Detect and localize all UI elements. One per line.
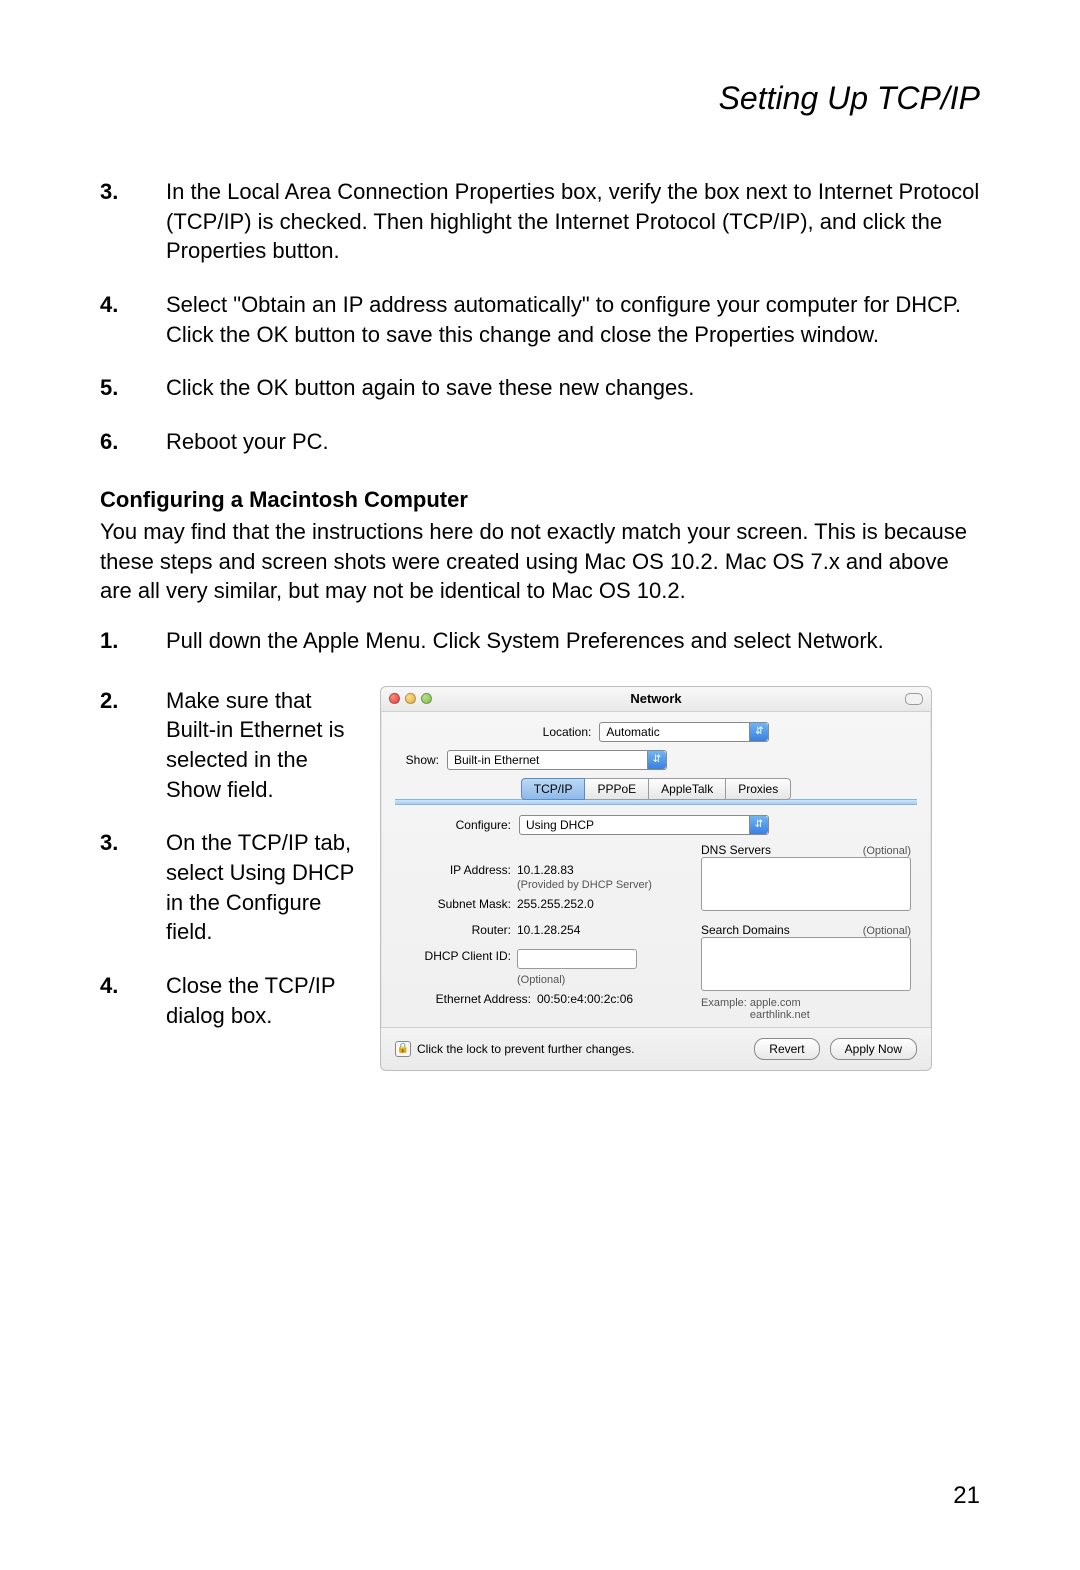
- location-label: Location:: [543, 725, 592, 739]
- location-select[interactable]: Automatic ⇵: [599, 722, 769, 742]
- example-value-2: earthlink.net: [750, 1009, 810, 1021]
- step-item: 4.Close the TCP/IP dialog box.: [100, 971, 360, 1030]
- window-footer: 🔒 Click the lock to prevent further chan…: [381, 1027, 931, 1070]
- close-icon[interactable]: [389, 693, 400, 704]
- dropdown-arrows-icon: ⇵: [647, 751, 666, 769]
- page-title: Setting Up TCP/IP: [100, 80, 980, 117]
- minimize-icon[interactable]: [405, 693, 416, 704]
- network-window: Network Location: Automatic ⇵ Show:: [380, 686, 932, 1071]
- step-text: Select "Obtain an IP address automatical…: [166, 290, 980, 349]
- config-right: DNS Servers (Optional) Search Domains (O…: [701, 843, 911, 1021]
- apply-now-button[interactable]: Apply Now: [830, 1038, 917, 1060]
- step-text: In the Local Area Connection Properties …: [166, 177, 980, 266]
- show-label: Show:: [395, 753, 439, 767]
- step-item: 2.Make sure that Built-in Ethernet is se…: [100, 686, 360, 805]
- subnet-value: 255.255.252.0: [517, 897, 691, 911]
- router-label: Router:: [401, 923, 511, 937]
- configure-label: Configure:: [401, 818, 511, 832]
- config-left: IP Address: 10.1.28.83 (Provided by DHCP …: [401, 843, 701, 1021]
- step-item: 6.Reboot your PC.: [100, 427, 980, 457]
- step-number: 4.: [100, 290, 166, 349]
- ip-note: (Provided by DHCP Server): [517, 879, 691, 891]
- dropdown-arrows-icon: ⇵: [749, 816, 768, 834]
- page: Setting Up TCP/IP 3.In the Local Area Co…: [0, 0, 1080, 1570]
- step-number: 3.: [100, 828, 166, 947]
- ip-value: 10.1.28.83: [517, 863, 691, 877]
- example-label: Example:: [701, 997, 747, 1009]
- step-text: Close the TCP/IP dialog box.: [166, 971, 360, 1030]
- lock-icon: 🔒: [395, 1041, 411, 1057]
- example-block: Example: apple.com Example: earthlink.ne…: [701, 997, 911, 1021]
- step-item: 4.Select "Obtain an IP address automatic…: [100, 290, 980, 349]
- step-number: 5.: [100, 373, 166, 403]
- two-column: 2.Make sure that Built-in Ethernet is se…: [100, 686, 980, 1071]
- steps-b: 1.Pull down the Apple Menu. Click System…: [100, 626, 980, 656]
- router-value: 10.1.28.254: [517, 923, 691, 937]
- dropdown-arrows-icon: ⇵: [749, 723, 768, 741]
- footer-buttons: Revert Apply Now: [754, 1038, 917, 1060]
- ip-label: IP Address:: [401, 863, 511, 877]
- config-area: IP Address: 10.1.28.83 (Provided by DHCP …: [395, 843, 917, 1027]
- dhcp-label: DHCP Client ID:: [401, 949, 511, 972]
- step-number: 6.: [100, 427, 166, 457]
- step-item: 3.On the TCP/IP tab, select Using DHCP i…: [100, 828, 360, 947]
- dhcp-note: (Optional): [517, 974, 691, 986]
- dhcp-client-id-input[interactable]: [517, 949, 637, 969]
- tab-pppoe[interactable]: PPPoE: [585, 778, 649, 800]
- step-item: 5.Click the OK button again to save thes…: [100, 373, 980, 403]
- tab-tcpip[interactable]: TCP/IP: [521, 778, 586, 800]
- revert-button[interactable]: Revert: [754, 1038, 819, 1060]
- configure-value: Using DHCP: [526, 818, 594, 832]
- tab-proxies[interactable]: Proxies: [726, 778, 791, 800]
- section-intro: You may find that the instructions here …: [100, 517, 980, 606]
- steps-a: 3.In the Local Area Connection Propertie…: [100, 177, 980, 457]
- step-text: Reboot your PC.: [166, 427, 980, 457]
- lock-area[interactable]: 🔒 Click the lock to prevent further chan…: [395, 1041, 634, 1057]
- step-number: 3.: [100, 177, 166, 266]
- traffic-lights: [389, 693, 432, 704]
- page-number: 21: [953, 1482, 980, 1510]
- search-title: Search Domains: [701, 923, 790, 937]
- dns-servers-input[interactable]: [701, 857, 911, 911]
- window-body: Location: Automatic ⇵ Show: Built-in Eth…: [381, 712, 931, 1027]
- location-value: Automatic: [606, 725, 659, 739]
- step-number: 1.: [100, 626, 166, 656]
- step-text: Make sure that Built-in Ethernet is sele…: [166, 686, 360, 805]
- tab-bar: TCP/IP PPPoE AppleTalk Proxies: [395, 778, 917, 800]
- lock-text: Click the lock to prevent further change…: [417, 1042, 634, 1056]
- toolbar-toggle-icon[interactable]: [905, 693, 923, 705]
- window-title: Network: [381, 691, 931, 706]
- section-heading: Configuring a Macintosh Computer: [100, 487, 980, 513]
- left-column: 2.Make sure that Built-in Ethernet is se…: [100, 686, 360, 1061]
- titlebar: Network: [381, 687, 931, 712]
- configure-select[interactable]: Using DHCP ⇵: [519, 815, 769, 835]
- zoom-icon[interactable]: [421, 693, 432, 704]
- search-optional: (Optional): [863, 925, 911, 937]
- step-text: Click the OK button again to save these …: [166, 373, 980, 403]
- show-value: Built-in Ethernet: [454, 753, 539, 767]
- dns-optional: (Optional): [863, 845, 911, 857]
- step-item: 3.In the Local Area Connection Propertie…: [100, 177, 980, 266]
- step-text: Pull down the Apple Menu. Click System P…: [166, 626, 980, 656]
- dns-title: DNS Servers: [701, 843, 771, 857]
- step-text: On the TCP/IP tab, select Using DHCP in …: [166, 828, 360, 947]
- right-column: Network Location: Automatic ⇵ Show:: [380, 686, 980, 1071]
- example-value-1: apple.com: [750, 997, 801, 1009]
- steps-b-left: 2.Make sure that Built-in Ethernet is se…: [100, 686, 360, 1031]
- step-item: 1.Pull down the Apple Menu. Click System…: [100, 626, 980, 656]
- eth-label: Ethernet Address:: [401, 992, 531, 1006]
- eth-value: 00:50:e4:00:2c:06: [537, 992, 691, 1006]
- show-select[interactable]: Built-in Ethernet ⇵: [447, 750, 667, 770]
- tab-appletalk[interactable]: AppleTalk: [649, 778, 726, 800]
- subnet-label: Subnet Mask:: [401, 897, 511, 911]
- step-number: 4.: [100, 971, 166, 1030]
- search-domains-input[interactable]: [701, 937, 911, 991]
- step-number: 2.: [100, 686, 166, 805]
